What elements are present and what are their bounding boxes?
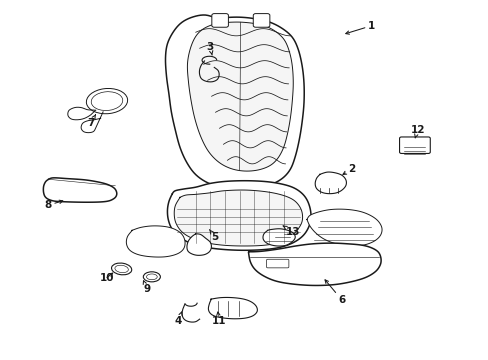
Polygon shape (174, 190, 302, 246)
Ellipse shape (143, 272, 160, 282)
Polygon shape (165, 15, 304, 189)
Ellipse shape (115, 265, 128, 273)
Polygon shape (247, 243, 380, 285)
Polygon shape (186, 234, 211, 255)
Polygon shape (187, 22, 293, 171)
Polygon shape (208, 297, 257, 319)
Ellipse shape (111, 263, 131, 275)
Text: 1: 1 (345, 21, 374, 34)
FancyBboxPatch shape (266, 259, 288, 268)
Ellipse shape (146, 274, 157, 280)
Text: 12: 12 (409, 125, 424, 138)
Text: 6: 6 (325, 280, 345, 305)
Text: 9: 9 (143, 281, 150, 294)
Text: 2: 2 (342, 164, 355, 174)
Text: 3: 3 (206, 42, 214, 55)
Text: 10: 10 (100, 273, 114, 283)
Text: 8: 8 (45, 200, 62, 210)
Polygon shape (306, 209, 381, 246)
Text: 11: 11 (211, 312, 226, 325)
Polygon shape (126, 226, 184, 257)
Polygon shape (315, 172, 346, 194)
Ellipse shape (91, 92, 122, 111)
FancyBboxPatch shape (399, 137, 429, 153)
FancyBboxPatch shape (211, 14, 228, 27)
Polygon shape (263, 229, 295, 246)
FancyBboxPatch shape (253, 14, 269, 27)
Polygon shape (167, 181, 310, 250)
Polygon shape (43, 178, 117, 202)
Text: 5: 5 (209, 230, 219, 242)
Text: 4: 4 (175, 312, 182, 325)
Ellipse shape (86, 89, 127, 114)
Text: 7: 7 (87, 115, 95, 128)
Text: 13: 13 (283, 226, 300, 237)
